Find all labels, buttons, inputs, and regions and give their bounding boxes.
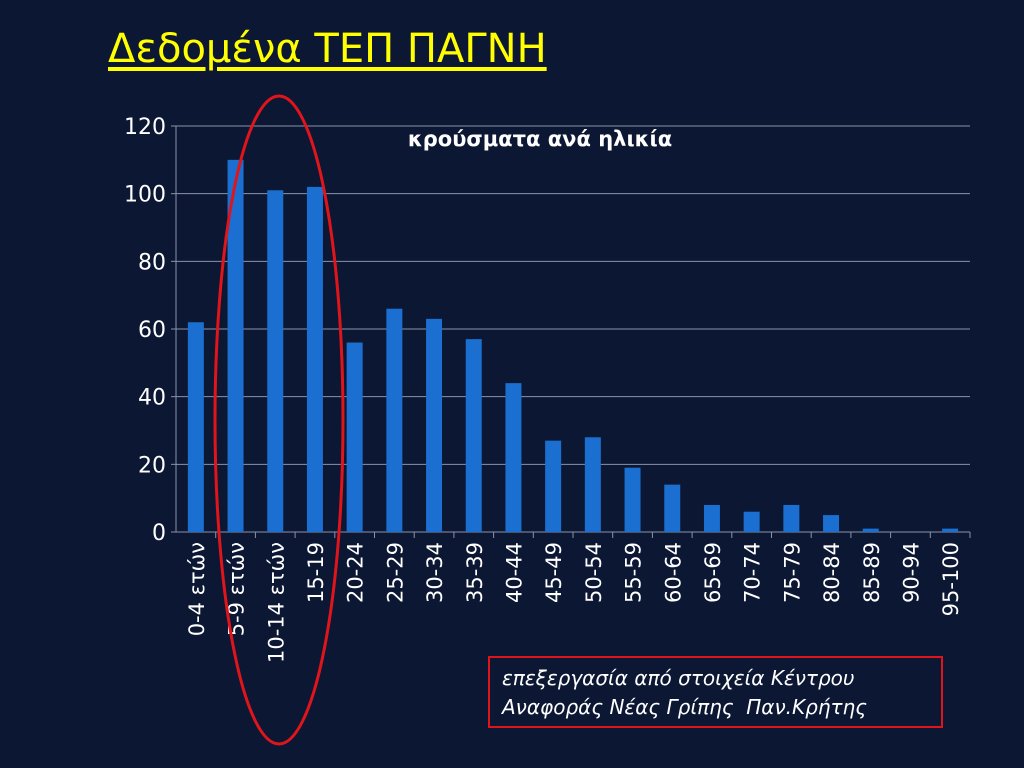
y-tick-label: 20	[138, 453, 166, 478]
bar	[862, 528, 879, 532]
x-tick-label: 0-4 ετών	[185, 542, 209, 636]
bar	[386, 308, 403, 532]
x-tick-label: 75-79	[780, 542, 804, 603]
x-tick-label: 55-59	[622, 542, 646, 603]
x-tick-label: 60-64	[661, 542, 685, 603]
slide-title: Δεδομένα ΤΕΠ ΠΑΓΝΗ	[108, 26, 547, 72]
x-tick-label: 15-19	[304, 542, 328, 603]
x-tick-label: 70-74	[741, 542, 765, 603]
source-note-line-2: Αναφοράς Νέας Γρίπης Παν.Κρήτης	[502, 695, 867, 719]
bar	[942, 528, 959, 532]
x-tick-label: 65-69	[701, 542, 725, 603]
chart-title: κρούσματα ανά ηλικία	[408, 127, 672, 151]
bar	[743, 511, 760, 532]
bar	[267, 190, 284, 533]
bar	[823, 515, 840, 532]
bar	[187, 322, 204, 532]
x-tick-label: 25-29	[383, 542, 407, 603]
bar	[584, 437, 601, 532]
bar	[426, 318, 443, 532]
y-tick-label: 100	[124, 183, 166, 208]
x-tick-label: 35-39	[463, 542, 487, 603]
bar	[465, 339, 482, 532]
bar	[505, 383, 522, 532]
y-tick-label: 120	[124, 115, 166, 140]
source-note-line-1: επεξεργασία από στοιχεία Κέντρου	[502, 666, 855, 690]
y-tick-label: 0	[152, 521, 166, 546]
x-tick-label: 40-44	[502, 542, 526, 603]
source-note: επεξεργασία από στοιχεία Κέντρου Αναφορά…	[488, 656, 943, 728]
bar	[306, 186, 323, 532]
bar	[783, 504, 800, 532]
x-tick-label: 50-54	[582, 542, 606, 603]
y-tick-label: 40	[138, 386, 166, 411]
x-tick-label: 30-34	[423, 542, 447, 603]
x-tick-label: 95-100	[939, 542, 963, 616]
highlight-ellipse	[213, 94, 345, 746]
bar	[227, 159, 244, 533]
y-tick-label: 80	[138, 250, 166, 275]
x-tick-label: 85-89	[860, 542, 884, 603]
x-tick-label: 10-14 ετών	[264, 542, 288, 663]
x-tick-label: 80-84	[820, 542, 844, 603]
bar	[664, 484, 681, 532]
x-tick-label: 20-24	[344, 542, 368, 603]
y-tick-label: 60	[138, 318, 166, 343]
x-tick-label: 45-49	[542, 542, 566, 603]
bar	[346, 342, 363, 532]
bar	[624, 467, 641, 532]
x-tick-label: 90-94	[899, 542, 923, 603]
bar	[545, 440, 562, 532]
bar	[703, 504, 720, 532]
